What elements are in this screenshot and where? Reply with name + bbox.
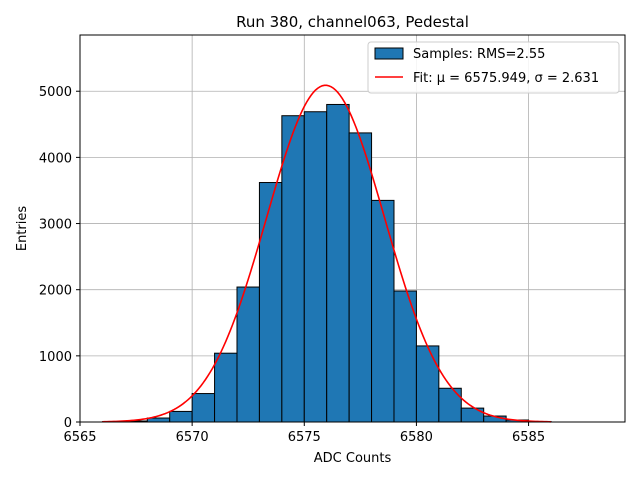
legend-samples-swatch — [374, 47, 404, 60]
legend: Samples: RMS=2.55 Fit: μ = 6575.949, σ =… — [367, 41, 620, 94]
plot-frame — [79, 34, 626, 423]
x-tick-label: 6585 — [512, 430, 545, 445]
histogram-bar — [438, 387, 462, 423]
histogram-bar — [281, 115, 305, 423]
legend-fit-label: Fit: μ = 6575.949, σ = 2.631 — [413, 71, 599, 86]
histogram-bar — [258, 182, 283, 423]
y-axis-ticks: 0 1000 2000 3000 4000 5000 — [39, 85, 80, 431]
histogram-bar — [236, 286, 260, 423]
histogram-bar — [191, 393, 216, 423]
legend-box — [367, 41, 620, 94]
y-tick-label: 3000 — [39, 218, 72, 233]
y-tick-label: 0 — [64, 416, 72, 431]
x-tick-label: 6565 — [63, 430, 96, 445]
histogram-bar — [460, 407, 485, 423]
histogram-bar — [214, 352, 238, 423]
histogram-bar — [169, 410, 193, 423]
fit-curve — [102, 84, 552, 423]
histogram-bar — [371, 199, 395, 423]
y-tick-label: 2000 — [39, 284, 72, 299]
y-tick-label: 5000 — [39, 85, 72, 100]
histogram-bar — [326, 103, 350, 423]
histogram-bar — [348, 132, 373, 423]
legend-samples-label: Samples: RMS=2.55 — [413, 47, 545, 62]
x-tick-label: 6570 — [176, 430, 209, 445]
y-tick-label: 1000 — [39, 350, 72, 365]
y-tick-label: 4000 — [39, 151, 72, 166]
x-axis-label: ADC Counts — [314, 451, 392, 466]
x-tick-label: 6580 — [400, 430, 433, 445]
x-axis-ticks: 6565 6570 6575 6580 6585 — [63, 422, 545, 445]
x-tick-label: 6575 — [288, 430, 321, 445]
histogram-bar — [415, 345, 440, 423]
histogram-bars — [101, 103, 552, 423]
histogram-bar — [303, 111, 328, 423]
chart-title: Run 380, channel063, Pedestal — [236, 13, 469, 31]
y-axis-label: Entries — [15, 206, 30, 252]
